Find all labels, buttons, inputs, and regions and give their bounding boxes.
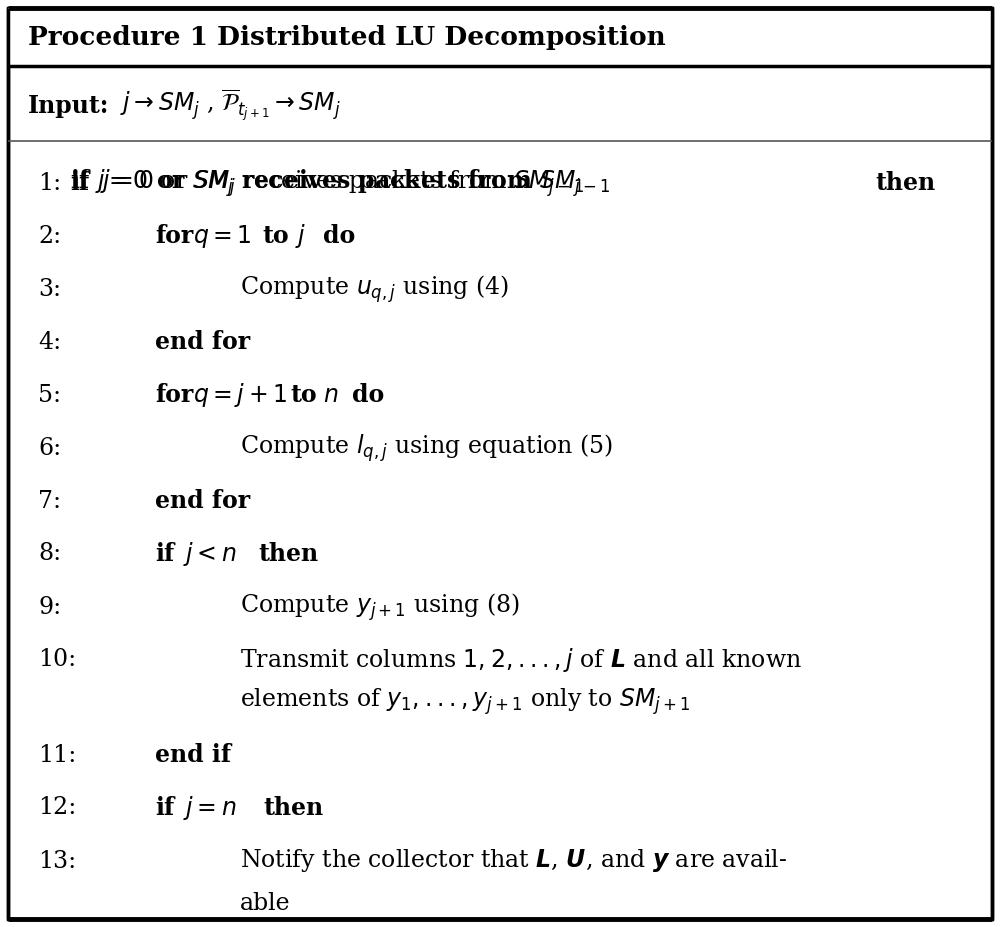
Text: do: do bbox=[323, 224, 355, 248]
Text: then: then bbox=[263, 796, 323, 820]
Text: $n$: $n$ bbox=[323, 384, 338, 407]
Text: Transmit columns $1, 2, ..., j$ of $\boldsymbol{L}$ and all known: Transmit columns $1, 2, ..., j$ of $\bol… bbox=[240, 646, 802, 674]
Text: Procedure 1 Distributed LU Decomposition: Procedure 1 Distributed LU Decomposition bbox=[28, 24, 666, 49]
Text: end for: end for bbox=[155, 330, 250, 354]
Text: 6:: 6: bbox=[38, 437, 61, 460]
Text: then: then bbox=[258, 542, 318, 566]
Text: Compute $u_{q,j}$ using (4): Compute $u_{q,j}$ using (4) bbox=[240, 273, 509, 305]
Text: to: to bbox=[290, 383, 317, 407]
Text: Notify the collector that $\boldsymbol{L}$, $\boldsymbol{U}$, and $\boldsymbol{y: Notify the collector that $\boldsymbol{L… bbox=[240, 847, 787, 874]
Text: $j = n$: $j = n$ bbox=[183, 794, 237, 822]
Bar bbox=[8, 8, 992, 66]
Text: 13:: 13: bbox=[38, 849, 76, 872]
Text: 7:: 7: bbox=[38, 489, 61, 513]
Text: $j$: $j$ bbox=[295, 222, 306, 250]
Text: end if: end if bbox=[155, 743, 231, 767]
Text: 8:: 8: bbox=[38, 542, 61, 565]
Text: able: able bbox=[240, 892, 291, 915]
Text: 11:: 11: bbox=[38, 743, 76, 767]
Text: for: for bbox=[155, 383, 193, 407]
Text: Compute $y_{j+1}$ using (8): Compute $y_{j+1}$ using (8) bbox=[240, 591, 520, 623]
Text: 2:: 2: bbox=[38, 224, 61, 248]
Text: if $j = 0$ or $SM_j$ receives packets from $SM_{j-1}$: if $j = 0$ or $SM_j$ receives packets fr… bbox=[70, 167, 613, 199]
Text: $q = 1$: $q = 1$ bbox=[193, 222, 254, 249]
Text: 9:: 9: bbox=[38, 595, 61, 618]
Text: 4:: 4: bbox=[38, 331, 61, 353]
Text: $j \rightarrow SM_j$ , $\overline{\mathcal{P}}_{t_{j+1}} \rightarrow SM_j$: $j \rightarrow SM_j$ , $\overline{\mathc… bbox=[120, 88, 341, 124]
Text: for: for bbox=[155, 224, 193, 248]
Text: 3:: 3: bbox=[38, 277, 61, 300]
Text: 5:: 5: bbox=[38, 384, 61, 407]
Text: $j < n$: $j < n$ bbox=[183, 540, 237, 568]
Text: end for: end for bbox=[155, 489, 250, 513]
Text: Input:: Input: bbox=[28, 94, 109, 118]
Text: 1:: 1: bbox=[38, 171, 61, 195]
Text: if: if bbox=[155, 796, 174, 820]
Text: Compute $l_{q,j}$ using equation (5): Compute $l_{q,j}$ using equation (5) bbox=[240, 432, 613, 464]
Text: elements of $y_1, ..., y_{j+1}$ only to $SM_{j+1}$: elements of $y_1, ..., y_{j+1}$ only to … bbox=[240, 687, 690, 717]
Text: $j = 0$ or $SM_j$ receives packets from $SM_{j-1}$: $j = 0$ or $SM_j$ receives packets from … bbox=[100, 167, 584, 199]
Text: if: if bbox=[155, 542, 174, 566]
Text: if: if bbox=[70, 171, 89, 195]
Text: $q = j+1$: $q = j+1$ bbox=[193, 381, 290, 409]
Text: then: then bbox=[875, 171, 935, 195]
Text: to: to bbox=[262, 224, 289, 248]
Text: 10:: 10: bbox=[38, 649, 76, 671]
Text: do: do bbox=[352, 383, 384, 407]
Text: 12:: 12: bbox=[38, 796, 76, 819]
